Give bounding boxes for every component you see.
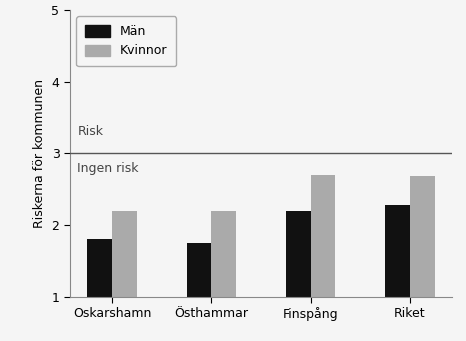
Bar: [112, 211, 137, 297]
Y-axis label: Riskerna för kommunen: Riskerna för kommunen: [33, 79, 46, 228]
Bar: [410, 176, 435, 297]
Text: Ingen risk: Ingen risk: [77, 162, 139, 175]
Bar: [87, 239, 112, 297]
Bar: [212, 211, 236, 297]
Legend: Män, Kvinnor: Män, Kvinnor: [76, 16, 176, 66]
Bar: [310, 175, 336, 297]
Bar: [186, 243, 212, 297]
Text: Risk: Risk: [77, 125, 103, 138]
Bar: [286, 211, 310, 297]
Bar: [385, 205, 410, 297]
